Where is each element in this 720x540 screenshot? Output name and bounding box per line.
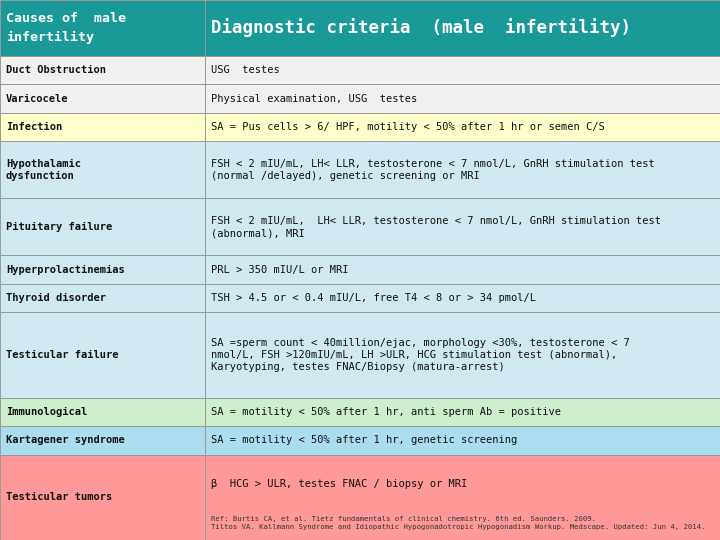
Text: FSH < 2 mIU/mL, LH< LLR, testosterone < 7 nmol/L, GnRH stimulation test
(normal : FSH < 2 mIU/mL, LH< LLR, testosterone < … <box>211 159 655 181</box>
Bar <box>205 284 720 312</box>
Bar <box>205 312 720 397</box>
Bar <box>0 56 205 84</box>
Bar <box>205 455 720 540</box>
Text: USG  testes: USG testes <box>211 65 280 75</box>
Text: SA = Pus cells > 6/ HPF, motility < 50% after 1 hr or semen C/S: SA = Pus cells > 6/ HPF, motility < 50% … <box>211 122 605 132</box>
Text: TSH > 4.5 or < 0.4 mIU/L, free T4 < 8 or > 34 pmol/L: TSH > 4.5 or < 0.4 mIU/L, free T4 < 8 or… <box>211 293 536 303</box>
Bar <box>0 255 205 284</box>
Bar <box>0 312 205 397</box>
Text: SA = motility < 50% after 1 hr, anti sperm Ab = positive: SA = motility < 50% after 1 hr, anti spe… <box>211 407 561 417</box>
Bar <box>205 84 720 113</box>
Text: Kartagener syndrome: Kartagener syndrome <box>6 435 125 445</box>
Text: Pituitary failure: Pituitary failure <box>6 222 112 232</box>
Bar <box>205 426 720 455</box>
Text: Hypothalamic
dysfunction: Hypothalamic dysfunction <box>6 159 81 181</box>
Bar <box>205 56 720 84</box>
Bar <box>205 397 720 426</box>
Bar <box>0 0 205 56</box>
Text: Ref: Burtis CA, et al. Tietz fundamentals of clinical chemistry. 6th ed. Saunder: Ref: Burtis CA, et al. Tietz fundamental… <box>211 516 706 530</box>
Bar <box>0 284 205 312</box>
Bar <box>0 397 205 426</box>
Bar <box>205 141 720 198</box>
Text: Immunological: Immunological <box>6 407 87 417</box>
Text: Physical examination, USG  testes: Physical examination, USG testes <box>211 94 418 104</box>
Bar <box>0 198 205 255</box>
Bar <box>0 426 205 455</box>
Text: β  HCG > ULR, testes FNAC / biopsy or MRI: β HCG > ULR, testes FNAC / biopsy or MRI <box>211 480 467 489</box>
Bar <box>0 84 205 113</box>
Bar <box>205 255 720 284</box>
Bar <box>0 455 205 540</box>
Text: Thyroid disorder: Thyroid disorder <box>6 293 106 303</box>
Text: Testicular tumors: Testicular tumors <box>6 492 112 502</box>
Bar <box>205 198 720 255</box>
Bar <box>205 113 720 141</box>
Bar <box>0 113 205 141</box>
Text: PRL > 350 mIU/L or MRI: PRL > 350 mIU/L or MRI <box>211 265 348 274</box>
Text: Diagnostic criteria  (male  infertility): Diagnostic criteria (male infertility) <box>211 18 631 37</box>
Text: Varicocele: Varicocele <box>6 94 68 104</box>
Text: FSH < 2 mIU/mL,  LH< LLR, testosterone < 7 nmol/L, GnRH stimulation test
(abnorm: FSH < 2 mIU/mL, LH< LLR, testosterone < … <box>211 215 661 238</box>
Text: Causes of  male
infertility: Causes of male infertility <box>6 12 126 44</box>
Text: SA =sperm count < 40million/ejac, morphology <30%, testosterone < 7
nmol/L, FSH : SA =sperm count < 40million/ejac, morpho… <box>211 338 630 373</box>
Bar <box>0 141 205 198</box>
Text: Infection: Infection <box>6 122 62 132</box>
Text: Testicular failure: Testicular failure <box>6 350 119 360</box>
Text: Duct Obstruction: Duct Obstruction <box>6 65 106 75</box>
Text: Hyperprolactinemias: Hyperprolactinemias <box>6 265 125 274</box>
Bar <box>205 0 720 56</box>
Text: SA = motility < 50% after 1 hr, genetic screening: SA = motility < 50% after 1 hr, genetic … <box>211 435 518 445</box>
